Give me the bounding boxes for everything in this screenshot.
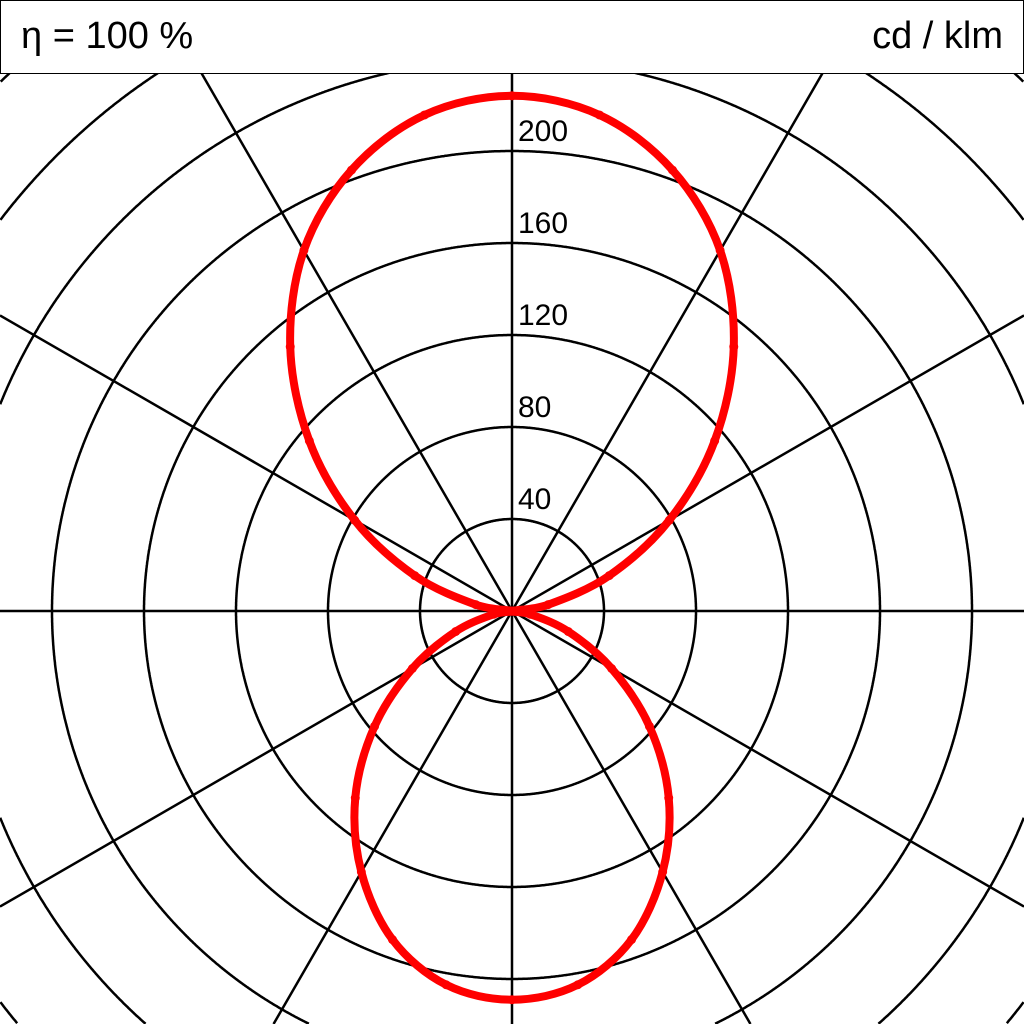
efficiency-label: η = 100 %	[21, 15, 194, 57]
data-point	[370, 721, 380, 731]
radial-tick-labels: 40 80 120 160 200	[518, 115, 568, 516]
data-point	[607, 664, 617, 673]
data-point	[347, 165, 357, 175]
data-point	[594, 110, 604, 120]
data-point	[644, 721, 654, 731]
grid-spoke	[272, 0, 866, 1024]
data-point	[350, 793, 360, 803]
data-point	[507, 606, 517, 616]
radial-tick-label: 80	[518, 391, 551, 424]
data-point	[604, 571, 614, 581]
data-point	[710, 436, 720, 446]
data-point	[299, 245, 309, 255]
data-point	[441, 980, 451, 990]
data-point	[664, 515, 674, 525]
data-point	[543, 600, 553, 610]
data-point	[356, 867, 366, 877]
grid-ring	[0, 57, 1024, 1024]
data-point	[507, 91, 517, 101]
data-point	[285, 342, 295, 352]
data-point	[489, 609, 499, 619]
data-point	[451, 626, 461, 636]
unit-label: cd / klm	[872, 15, 1003, 57]
radial-tick-label: 120	[518, 299, 568, 332]
data-point	[715, 245, 725, 255]
radial-tick-label: 160	[518, 207, 568, 240]
data-point	[407, 664, 417, 673]
radial-tick-label: 200	[518, 115, 568, 148]
data-point	[627, 935, 637, 945]
data-point	[507, 995, 517, 1005]
data-point	[667, 165, 677, 175]
data-point	[471, 600, 481, 610]
data-point	[664, 793, 674, 803]
data-point	[563, 626, 573, 636]
data-point	[420, 110, 430, 120]
header-bar: η = 100 % cd / klm	[0, 0, 1024, 74]
data-point	[525, 609, 535, 619]
radial-tick-label: 40	[518, 483, 551, 516]
intensity-curve	[285, 91, 739, 1005]
data-point	[573, 980, 583, 990]
grid-spoke	[158, 0, 752, 1024]
data-point	[387, 935, 397, 945]
data-point	[658, 867, 668, 877]
data-point	[304, 436, 314, 446]
grid-ring	[50, 149, 974, 1024]
data-point	[350, 515, 360, 525]
data-point	[729, 342, 739, 352]
data-point	[410, 571, 420, 581]
